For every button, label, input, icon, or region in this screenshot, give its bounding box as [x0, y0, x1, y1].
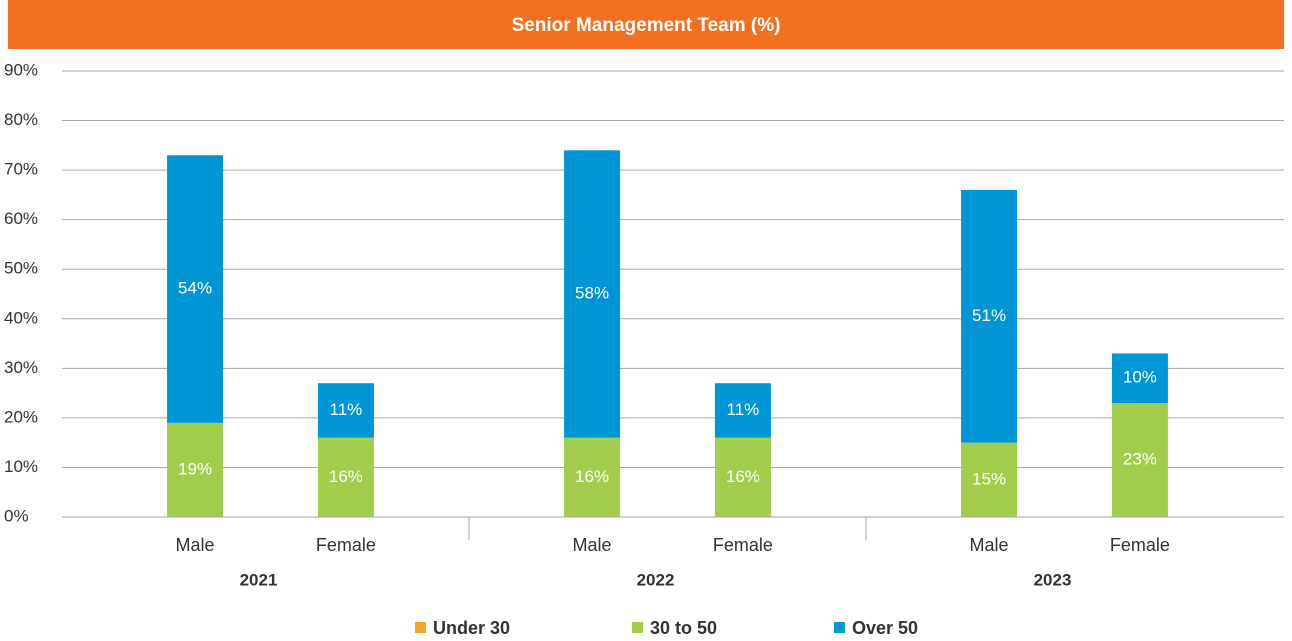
y-tick-label: 90% [4, 60, 38, 79]
value-label: 11% [727, 400, 760, 419]
bar-segment [317, 383, 374, 438]
value-label: 23% [1123, 449, 1157, 468]
y-tick-label: 10% [4, 457, 38, 476]
x-tick-label: Male [176, 535, 215, 555]
value-label: 11% [330, 400, 363, 419]
legend-swatch [415, 622, 426, 633]
bar-segment [714, 383, 771, 438]
y-tick-label: 30% [4, 358, 38, 377]
value-label: 54% [178, 279, 212, 298]
bar-segment [317, 437, 374, 517]
bar-segment [961, 189, 1018, 443]
legend-label: Over 50 [852, 618, 918, 638]
value-label: 16% [575, 467, 609, 486]
x-tick-label: Female [1110, 535, 1170, 555]
bar-segment [1111, 353, 1168, 404]
group-label: 2023 [1034, 570, 1072, 589]
y-tick-label: 70% [4, 160, 38, 179]
legend-swatch [834, 622, 845, 633]
legend-label: Under 30 [433, 618, 510, 638]
y-tick-label: 0% [4, 506, 29, 525]
legend-label: 30 to 50 [650, 618, 717, 638]
chart-title: Senior Management Team (%) [512, 15, 781, 36]
bar-segment [1111, 403, 1168, 517]
x-tick-label: Female [713, 535, 773, 555]
value-label: 16% [329, 467, 363, 486]
bar-segment [961, 442, 1018, 517]
y-tick-label: 50% [4, 259, 38, 278]
bar-segment [564, 150, 621, 438]
value-label: 51% [972, 306, 1006, 325]
value-label: 16% [726, 467, 760, 486]
x-tick-label: Male [573, 535, 612, 555]
x-tick-label: Female [316, 535, 376, 555]
value-label: 15% [972, 469, 1006, 488]
bar-segment [564, 437, 621, 517]
value-label: 10% [1123, 368, 1157, 387]
value-label: 58% [575, 283, 609, 302]
bar-segment [167, 422, 224, 517]
group-label: 2022 [637, 570, 675, 589]
y-tick-label: 80% [4, 110, 38, 129]
title-bar [8, 0, 1284, 49]
group-label: 2021 [240, 570, 278, 589]
bar-segment [714, 437, 771, 517]
y-tick-label: 40% [4, 308, 38, 327]
x-tick-label: Male [970, 535, 1009, 555]
y-tick-label: 20% [4, 407, 38, 426]
bar-segment [167, 155, 224, 423]
legend-swatch [632, 622, 643, 633]
value-label: 19% [178, 459, 212, 478]
y-tick-label: 60% [4, 209, 38, 228]
